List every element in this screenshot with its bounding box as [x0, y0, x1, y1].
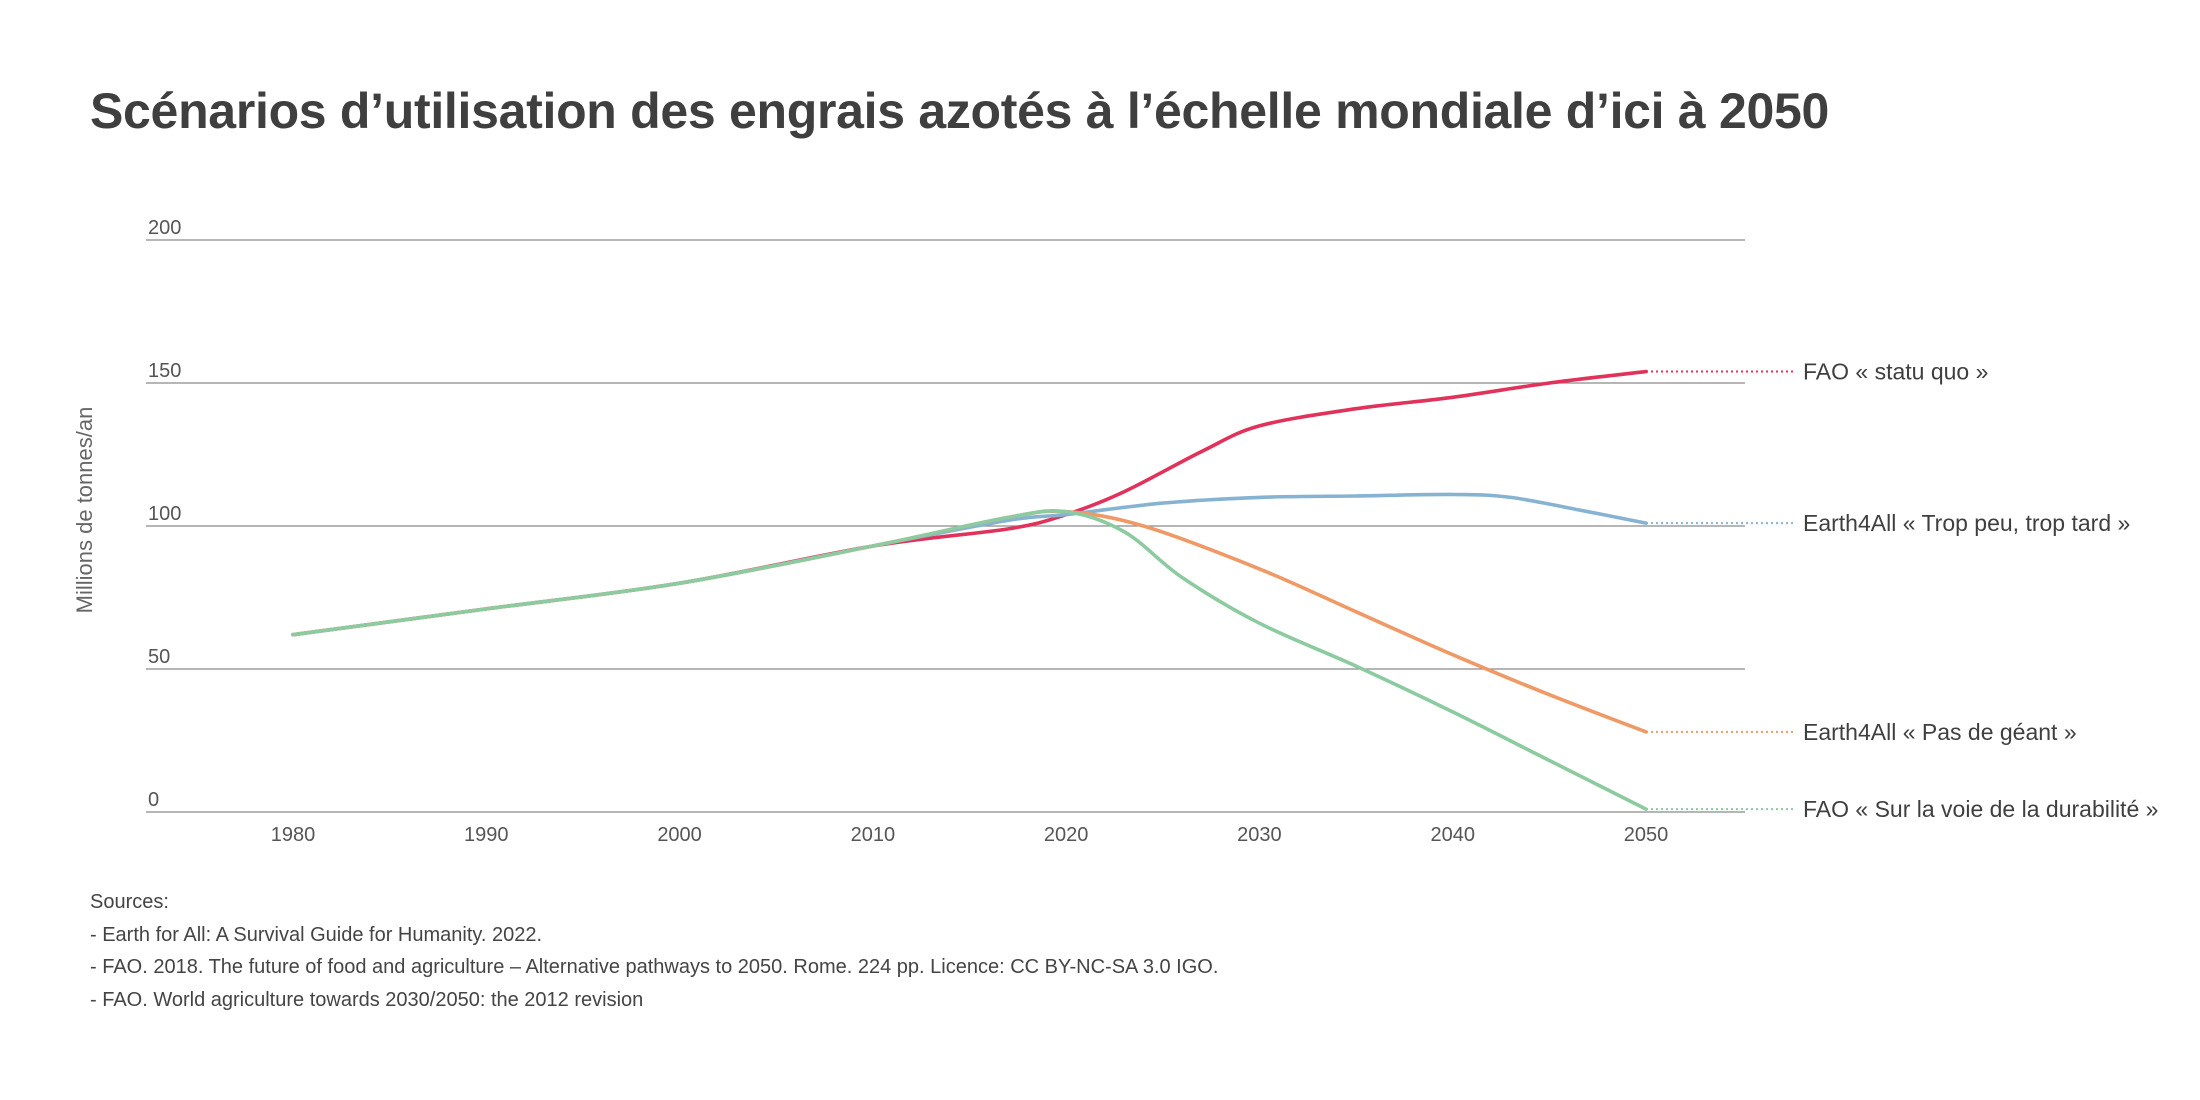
series-label-earth4all-trop-peu-trop-tard: Earth4All « Trop peu, trop tard »: [1803, 510, 2130, 536]
x-tick-label: 1980: [271, 824, 316, 846]
source-line: - Earth for All: A Survival Guide for Hu…: [90, 923, 543, 946]
y-axis-title: Millions de tonnes/an: [72, 407, 97, 614]
chart-title: Scénarios d’utilisation des engrais azot…: [90, 83, 1829, 139]
y-tick-label: 50: [148, 646, 170, 668]
series-label-fao-sur-la-voie-de-la-durabilite: FAO « Sur la voie de la durabilité »: [1803, 796, 2158, 822]
source-line: - FAO. 2018. The future of food and agri…: [90, 956, 1219, 978]
series-label-earth4all-pas-de-geant: Earth4All « Pas de géant »: [1803, 719, 2077, 745]
sources-block: Sources: - Earth for All: A Survival Gui…: [90, 886, 1218, 1016]
series-label-fao-statu-quo: FAO « statu quo »: [1803, 359, 1988, 385]
series-labels: FAO « statu quo » Earth4All « Trop peu, t…: [1646, 359, 2158, 822]
x-tick-label: 2000: [657, 824, 702, 846]
axis-tick-labels: 0 50 100 150 200 1980 1990 2000 2010 2020 2030 2040…: [148, 217, 1668, 846]
sources-heading: Sources:: [90, 891, 169, 913]
y-tick-label: 150: [148, 360, 181, 382]
source-line: - FAO. World agriculture towards 2030/20…: [90, 988, 644, 1011]
series-line-fao-sur-la-voie-de-la-durabilite: [291, 508, 1648, 811]
series-line-earth4all-pas-de-geant: [291, 509, 1648, 734]
x-tick-label: 2010: [851, 824, 896, 846]
y-tick-label: 0: [148, 789, 159, 811]
x-tick-label: 1990: [464, 824, 509, 846]
series-lines: [291, 369, 1648, 811]
series-line-fao-statu-quo: [291, 369, 1648, 637]
series-line-earth4all-trop-peu-trop-tard: [291, 492, 1648, 637]
gridlines: [146, 239, 1745, 813]
x-tick-label: 2030: [1237, 824, 1282, 846]
x-tick-label: 2020: [1044, 824, 1089, 846]
y-tick-label: 100: [148, 503, 181, 525]
x-tick-label: 2050: [1624, 824, 1669, 846]
y-tick-label: 200: [148, 217, 181, 239]
x-tick-label: 2040: [1430, 824, 1475, 846]
